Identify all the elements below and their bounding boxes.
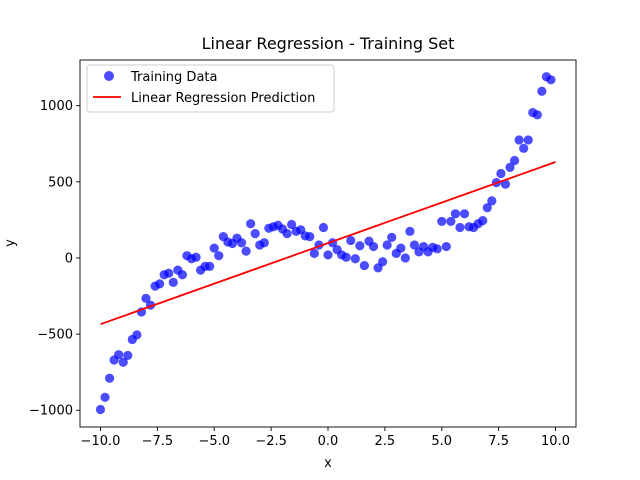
legend: Training Data Linear Regression Predicti… [86,64,335,113]
scatter-point [359,260,369,271]
x-tick-label: −5.0 [198,434,230,449]
scatter-point [387,232,397,243]
legend-marker-training-data [104,71,114,81]
scatter-point [305,232,315,242]
x-tick-label: 10.0 [541,434,570,449]
scatter-point [378,257,388,267]
scatter-point [132,330,142,340]
scatter-point [309,248,319,258]
scatter-point [318,222,329,233]
scatter-point [459,209,470,219]
scatter-point [482,203,492,213]
scatter-point [478,216,488,226]
x-tick-label: −7.5 [142,434,174,449]
scatter-point [341,252,351,262]
scatter-series-training-data [95,72,556,415]
y-tick-label: 500 [48,175,73,190]
scatter-point [104,373,115,383]
plot-area: −10.0 −7.5 −5.0 −2.5 0.0 2.5 5.0 7.5 10.0 −1000 −5… [29,59,577,449]
legend-label-training-data: Training Data [130,70,217,85]
scatter-point [236,238,247,248]
y-axis-label: y [3,239,18,247]
scatter-point [287,219,297,230]
scatter-point [487,196,497,206]
scatter-point [500,179,511,189]
scatter-point [532,110,542,120]
scatter-point [355,241,365,251]
y-tick-label: 1000 [40,99,73,114]
chart-title: Linear Regression - Training Set [202,34,455,53]
scatter-point [409,240,420,250]
scatter-point [323,250,333,260]
scatter-point [396,243,406,253]
scatter-point [368,241,379,252]
scatter-point [114,350,124,360]
legend-label-regression: Linear Regression Prediction [131,91,315,106]
scatter-point [155,279,165,289]
scatter-point [382,240,392,250]
scatter-point [259,238,269,248]
scatter-point [537,86,547,96]
scatter-point [546,75,556,85]
scatter-point [450,209,461,219]
scatter-point [400,253,410,263]
scatter-point [437,216,447,227]
scatter-point [505,162,515,172]
scatter-point [350,254,360,264]
scatter-point [523,135,533,145]
scatter-point [509,155,520,166]
y-tick-label: −500 [37,328,73,343]
scatter-point [514,135,524,145]
x-tick-label: 7.5 [488,434,509,449]
scatter-point [405,226,415,236]
scatter-point [346,235,356,246]
x-tick-label: 2.5 [375,434,396,449]
scatter-point [123,350,133,361]
scatter-point [432,244,442,254]
scatter-point [496,168,506,179]
regression-line [100,161,556,326]
scatter-point [246,219,256,229]
scatter-point [191,252,201,262]
scatter-point [141,293,151,303]
scatter-point [241,246,251,256]
legend-frame [86,64,335,113]
scatter-point [214,251,224,261]
scatter-point [209,243,219,253]
x-tick-label: 0.0 [318,434,339,449]
scatter-point [168,277,178,287]
scatter-point [519,143,529,153]
scatter-point [446,216,456,227]
scatter-point [95,404,106,415]
scatter-point [205,261,215,271]
scatter-point [177,270,187,280]
scatter-point [455,222,465,233]
x-axis-label: x [324,456,332,471]
scatter-point [441,241,451,252]
scatter-point [118,357,128,367]
x-tick-label: 5.0 [431,434,452,449]
y-tick-label: 0 [65,251,73,266]
scatter-point [100,392,110,402]
scatter-point [282,229,292,239]
scatter-point [164,268,174,278]
y-tick-label: −1000 [29,404,73,419]
x-tick-label: −2.5 [255,434,287,449]
x-tick-label: −10.0 [81,434,121,449]
scatter-point [250,229,260,239]
